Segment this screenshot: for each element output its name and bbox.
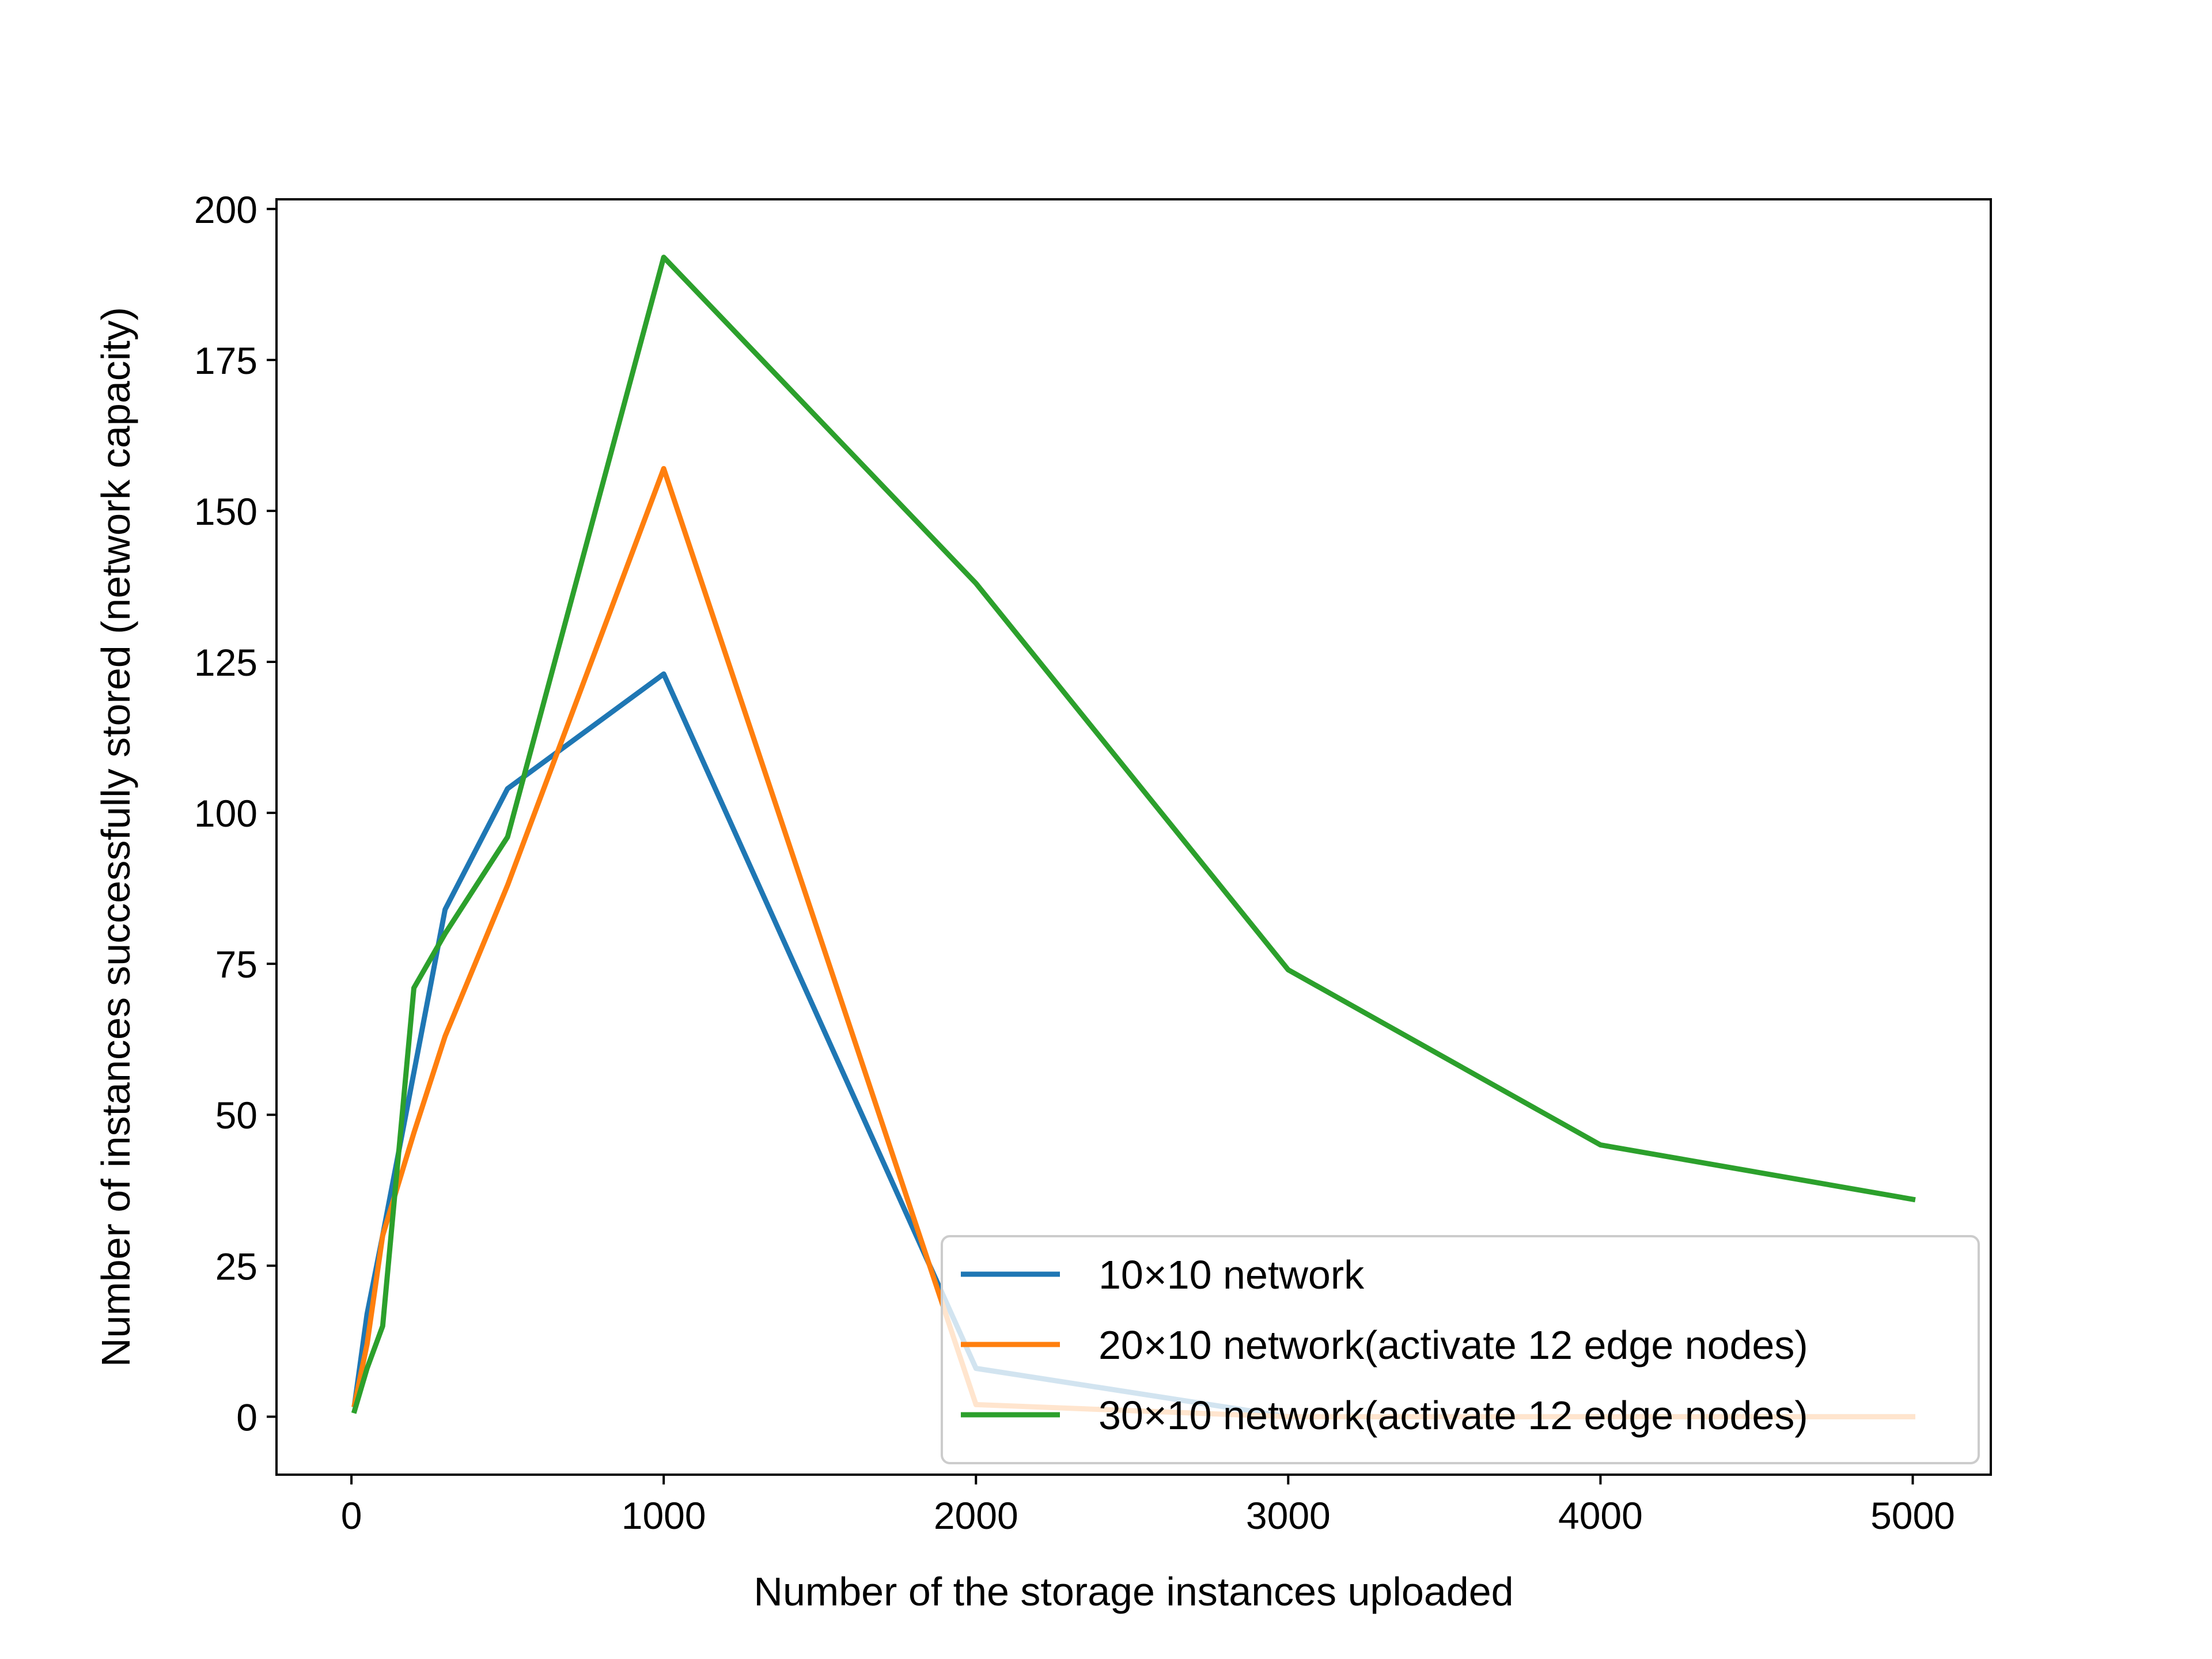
plot-frame xyxy=(275,198,1992,1476)
x-tick-label: 4000 xyxy=(1558,1494,1643,1537)
x-tick-label: 1000 xyxy=(622,1494,706,1537)
legend: 10×10 network 20×10 network(activate 12 e… xyxy=(941,1235,1980,1464)
series-line-3 xyxy=(351,255,1916,1414)
x-axis-ticks: 0 1000 2000 3000 4000 5000 xyxy=(341,1475,1955,1537)
y-tick-label: 200 xyxy=(194,188,257,231)
legend-label-1: 10×10 network xyxy=(1099,1252,1365,1297)
y-tick-label: 50 xyxy=(215,1094,257,1137)
y-axis-ticks: 0 25 50 75 100 125 150 175 200 xyxy=(194,188,276,1438)
y-tick-label: 75 xyxy=(215,943,257,986)
y-tick-label: 25 xyxy=(215,1245,257,1287)
legend-label-3: 30×10 network(activate 12 edge nodes) xyxy=(1099,1393,1808,1438)
x-tick-label: 0 xyxy=(341,1494,362,1537)
y-tick-label: 150 xyxy=(194,490,257,533)
y-tick-label: 125 xyxy=(194,641,257,684)
x-tick-label: 2000 xyxy=(934,1494,1018,1537)
y-tick-label: 175 xyxy=(194,339,257,382)
x-axis-label: Number of the storage instances uploaded xyxy=(753,1569,1513,1614)
x-tick-label: 5000 xyxy=(1870,1494,1955,1537)
y-tick-label: 0 xyxy=(236,1396,257,1438)
legend-box xyxy=(941,1235,1980,1464)
y-tick-label: 100 xyxy=(194,792,257,835)
y-axis-label: Number of instances successfully stored … xyxy=(93,307,138,1367)
x-tick-label: 3000 xyxy=(1246,1494,1331,1537)
legend-label-2: 20×10 network(activate 12 edge nodes) xyxy=(1099,1323,1808,1368)
